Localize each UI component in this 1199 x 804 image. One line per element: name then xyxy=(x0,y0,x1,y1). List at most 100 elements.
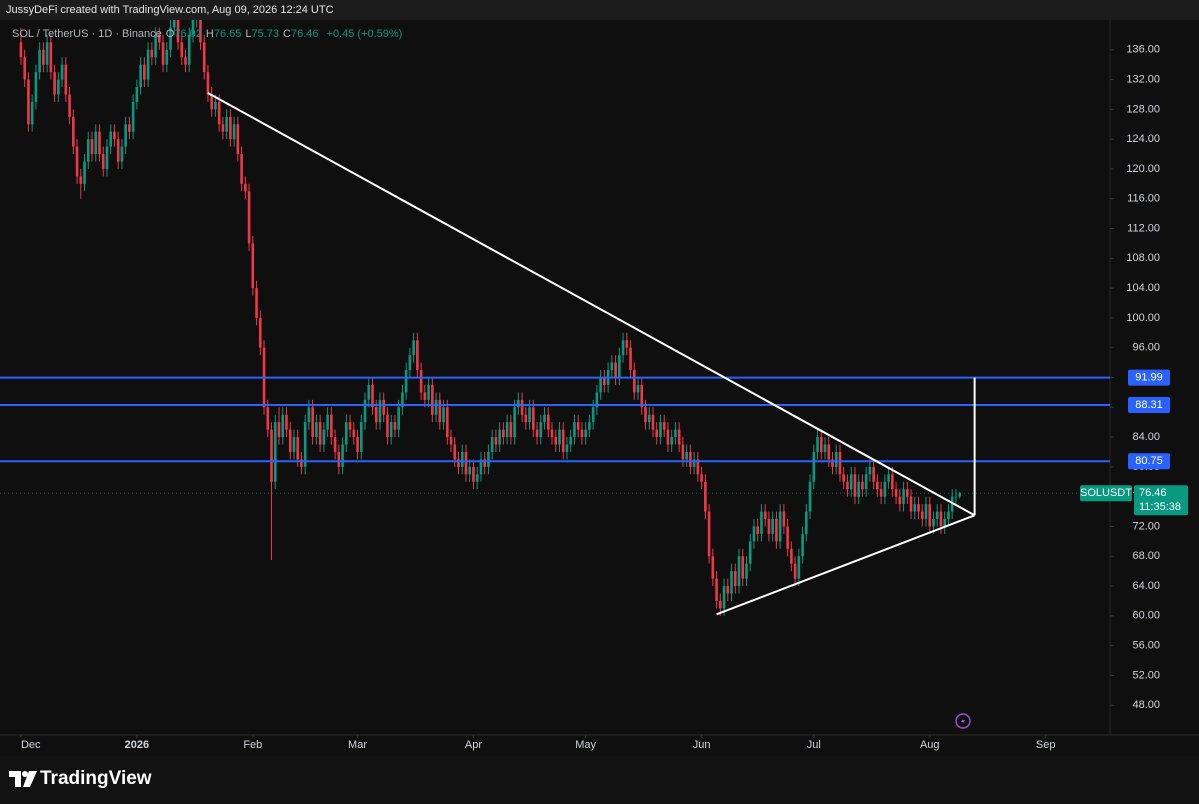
candle-body xyxy=(154,34,157,58)
candle-body xyxy=(561,429,565,452)
candle-body xyxy=(45,42,49,65)
candle-body xyxy=(846,481,849,490)
y-tick-label: 108.00 xyxy=(1126,252,1160,264)
candle-body xyxy=(535,429,539,438)
candle-body xyxy=(509,422,513,438)
candle-body xyxy=(819,437,823,452)
candle-body xyxy=(318,422,322,445)
ohlc-value: 76.46 xyxy=(290,28,319,40)
candle-body xyxy=(397,407,400,430)
candle-body xyxy=(57,79,60,95)
candle-body xyxy=(920,511,924,520)
candle-body xyxy=(464,451,468,475)
candle-body xyxy=(296,437,300,460)
x-tick-label: Feb xyxy=(243,739,262,751)
candle-body xyxy=(457,459,460,467)
candle-body xyxy=(468,466,472,475)
y-tick-label: 124.00 xyxy=(1126,133,1160,145)
candle-body xyxy=(169,27,172,50)
candle-body xyxy=(662,422,666,430)
candle-body xyxy=(71,116,75,147)
candle-body xyxy=(124,124,127,147)
x-tick-label: 2026 xyxy=(125,739,149,751)
candle-body xyxy=(180,42,184,58)
candle-body xyxy=(449,437,453,445)
candle-body xyxy=(83,161,86,184)
lightning-icon[interactable] xyxy=(955,713,971,729)
symbol-label-box xyxy=(1080,485,1132,502)
candle-body xyxy=(539,422,543,438)
price-label-box xyxy=(1134,485,1188,516)
candle-body xyxy=(640,384,644,408)
x-tick-label: Apr xyxy=(465,739,482,751)
ohlc-item: C76.46 xyxy=(283,28,318,40)
candle-body xyxy=(786,526,789,549)
candle-body xyxy=(285,414,288,430)
x-tick-label: Aug xyxy=(920,739,940,751)
candle-body xyxy=(603,377,606,385)
candle-body xyxy=(244,183,247,192)
candle-body xyxy=(876,481,879,490)
candle-body xyxy=(352,429,356,438)
level-label-box xyxy=(1128,453,1170,470)
brand: TradingView xyxy=(40,768,152,789)
candle-body xyxy=(857,481,860,497)
candle-body xyxy=(158,34,161,43)
candle-body xyxy=(808,481,812,512)
candle-body xyxy=(221,124,225,132)
candle-body xyxy=(816,437,819,452)
candle-body xyxy=(894,489,898,497)
candle-body xyxy=(386,414,389,438)
candle-body xyxy=(666,429,670,445)
candle-body xyxy=(621,340,625,356)
candle-body xyxy=(576,422,580,430)
candle-body xyxy=(38,49,41,73)
candle-body xyxy=(172,20,176,28)
candle-body xyxy=(86,139,90,162)
candle-body xyxy=(27,79,30,125)
candle-body xyxy=(591,407,595,423)
candle-body xyxy=(853,474,857,497)
candle-body xyxy=(879,489,883,497)
candle-body xyxy=(842,474,846,482)
candle-body xyxy=(569,437,573,445)
y-tick-label: 48.00 xyxy=(1132,699,1160,711)
level-label: 80.75 xyxy=(1135,455,1163,467)
x-tick-label: Dec xyxy=(21,739,41,751)
candle-body xyxy=(75,146,79,177)
candle-body xyxy=(472,466,475,482)
candle-body xyxy=(79,176,83,184)
candle-body xyxy=(23,57,26,80)
candle-body xyxy=(258,317,262,348)
candle-body xyxy=(367,384,371,400)
candle-body xyxy=(116,139,120,162)
candle-body xyxy=(206,72,210,95)
candle-body xyxy=(146,49,150,80)
candle-body xyxy=(782,511,786,527)
candle-body xyxy=(505,422,509,438)
candle-body xyxy=(524,414,528,423)
candle-body xyxy=(546,414,550,430)
candle-body xyxy=(647,414,651,423)
candle-body xyxy=(924,504,928,520)
candle-body xyxy=(872,466,875,482)
candle-body xyxy=(718,600,722,609)
candle-body xyxy=(210,94,213,110)
candle-body xyxy=(483,459,486,467)
candle-body xyxy=(520,399,524,415)
y-tick-label: 60.00 xyxy=(1132,610,1160,622)
candle-body xyxy=(756,526,760,534)
candle-body xyxy=(954,496,958,498)
candle-body xyxy=(498,429,501,445)
candle-body xyxy=(419,370,423,393)
candle-body xyxy=(442,407,445,423)
candle-body xyxy=(558,429,561,445)
y-tick-label: 120.00 xyxy=(1126,163,1160,175)
candle-body xyxy=(502,429,505,438)
candle-body xyxy=(191,20,195,35)
candle-body xyxy=(730,571,733,594)
candle-body xyxy=(595,392,599,408)
candle-body xyxy=(711,556,715,579)
candle-body xyxy=(363,399,367,423)
candle-body xyxy=(487,451,490,467)
